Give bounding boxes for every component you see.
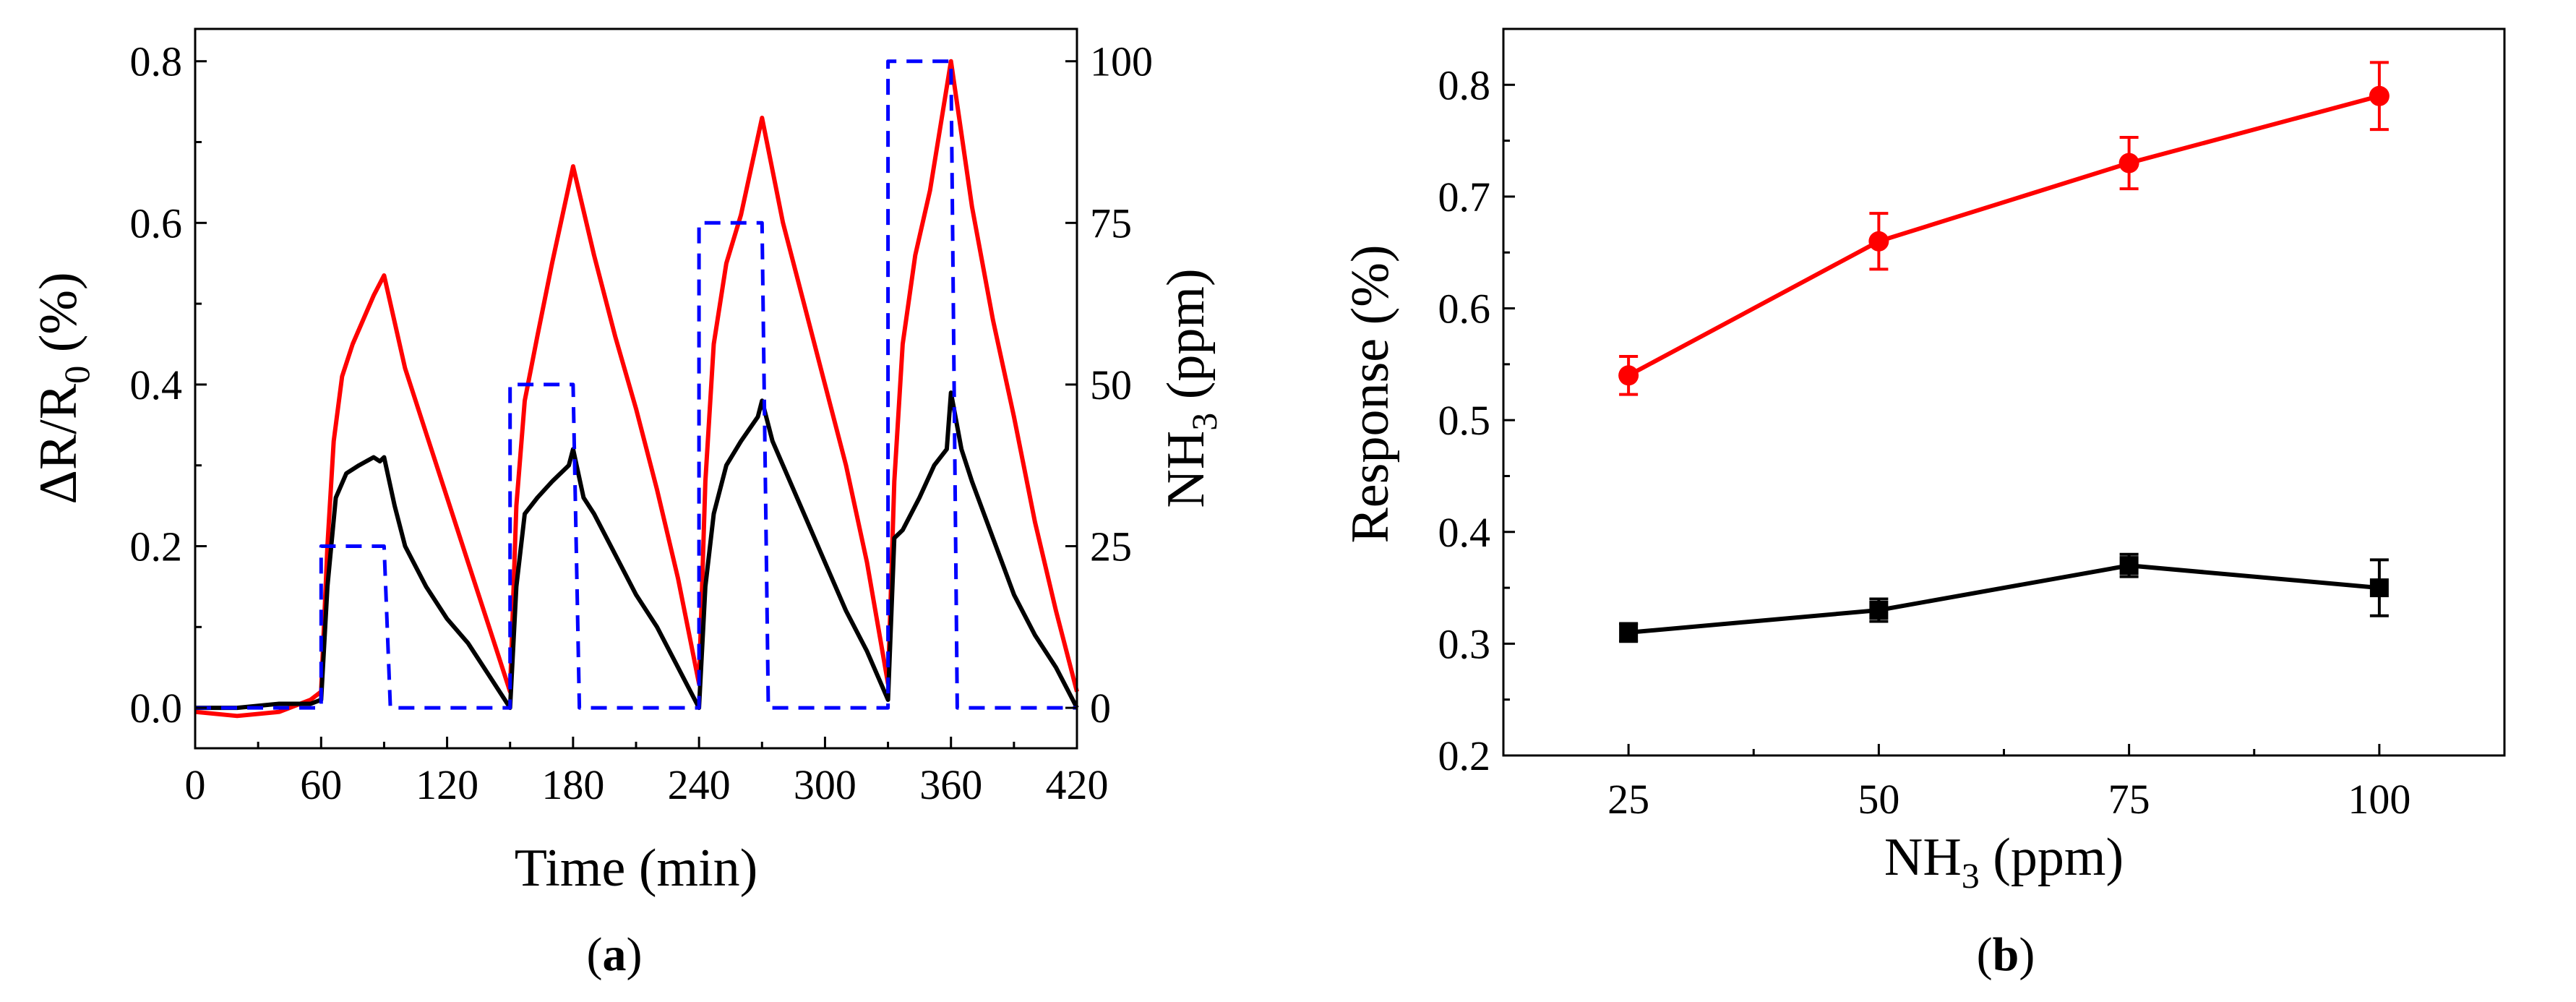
- x-tick-label: 100: [2348, 776, 2410, 823]
- y-right-tick-label: 25: [1090, 523, 1132, 570]
- y-left-tick-label: 0.6: [130, 200, 183, 247]
- x-axis-label-subscript: 3: [1962, 855, 1980, 896]
- black-series-point: [1619, 622, 1639, 642]
- y-left-axis-label-main: ΔR/R: [29, 383, 88, 505]
- black-series-line: [1628, 563, 2380, 635]
- x-tick-label: 420: [1046, 761, 1109, 808]
- x-tick-label: 50: [1858, 776, 1899, 823]
- panel-a-caption: (a): [587, 928, 643, 981]
- red-series-point: [2118, 153, 2139, 174]
- y-right-axis-label: NH3 (ppm): [1156, 268, 1224, 508]
- x-tick-label: 180: [541, 761, 604, 808]
- x-axis-label: Time (min): [515, 839, 757, 898]
- x-tick-label: 75: [2108, 776, 2150, 823]
- panel-b-caption-letter: b: [1993, 928, 2019, 981]
- y-left-tick-label: 0.8: [130, 38, 183, 85]
- y-right-axis-label-tail: (ppm): [1156, 268, 1216, 412]
- black-series-point: [2119, 556, 2139, 575]
- x-tick-label: 300: [794, 761, 856, 808]
- red-series-point: [1618, 365, 1639, 386]
- y-left-axis-label-subscript: 0: [56, 366, 97, 384]
- panel-b-chart: 25 50 75 100 0.2 0.3 0.4 0.5 0.6 0.7 0.8 NH3 (ppm) R…: [1341, 27, 2506, 981]
- y-axis-label: Response (%): [1341, 244, 1400, 543]
- y-right-tick-label: 75: [1090, 200, 1132, 247]
- y-left-axis-label: ΔR/R0 (%): [29, 272, 97, 504]
- black-response-series-line: [195, 390, 1079, 711]
- x-axis-label-tail: (ppm): [1980, 828, 2124, 887]
- y-left-tick-label: 0.4: [130, 361, 183, 408]
- x-tick-label: 25: [1607, 776, 1649, 823]
- y-right-tick-label: 50: [1090, 361, 1132, 408]
- red-series-point: [2369, 85, 2390, 106]
- red-series-line: [1627, 93, 2380, 377]
- y-tick-label: 0.2: [1438, 732, 1491, 779]
- y-left-tick-label: 0.2: [130, 523, 183, 570]
- y-tick-label: 0.6: [1438, 286, 1491, 333]
- y-tick-label: 0.5: [1438, 397, 1491, 444]
- x-tick-label: 60: [300, 761, 342, 808]
- panel-b-caption-open: (: [1977, 928, 1993, 981]
- x-tick-label: 360: [919, 761, 982, 808]
- x-tick-label: 120: [416, 761, 478, 808]
- red-response-series-line: [194, 59, 1079, 719]
- y-tick-label: 0.8: [1438, 61, 1491, 108]
- x-tick-label: 0: [185, 761, 206, 808]
- x-axis-label-main: NH: [1884, 828, 1962, 887]
- y-left-tick-label: 0.0: [130, 685, 183, 732]
- y-tick-label: 0.7: [1438, 174, 1491, 220]
- y-right-tick-label: 100: [1090, 38, 1153, 85]
- y-right-tick-label: 0: [1090, 685, 1111, 732]
- panel-a-caption-open: (: [587, 928, 603, 981]
- red-series-point: [1868, 231, 1889, 252]
- x-tick-label: 240: [668, 761, 731, 808]
- panel-b-caption-close: ): [2019, 928, 2035, 981]
- panel-a-plot-frame: [194, 27, 1078, 750]
- x-axis-label: NH3 (ppm): [1884, 828, 2124, 896]
- y-tick-label: 0.4: [1438, 509, 1491, 556]
- panel-a-caption-letter: a: [603, 928, 627, 981]
- panel-a-chart: 0 60 120 180 240 300 360 420 0.0 0.2 0.4 0.6 0.8 0 25 5…: [29, 27, 1224, 981]
- y-right-axis-label-subscript: 3: [1184, 413, 1224, 431]
- panel-b-plot-frame: [1502, 27, 2506, 757]
- panel-b-caption: (b): [1977, 928, 2035, 981]
- nh3-concentration-series-line: [195, 59, 1077, 710]
- y-left-axis-label-tail: (%): [29, 272, 88, 365]
- black-series-point: [1869, 601, 1889, 620]
- black-series-point: [2369, 578, 2389, 598]
- y-right-axis-label-main: NH: [1156, 431, 1216, 508]
- y-tick-label: 0.3: [1438, 620, 1491, 667]
- panel-a-caption-close: ): [627, 928, 643, 981]
